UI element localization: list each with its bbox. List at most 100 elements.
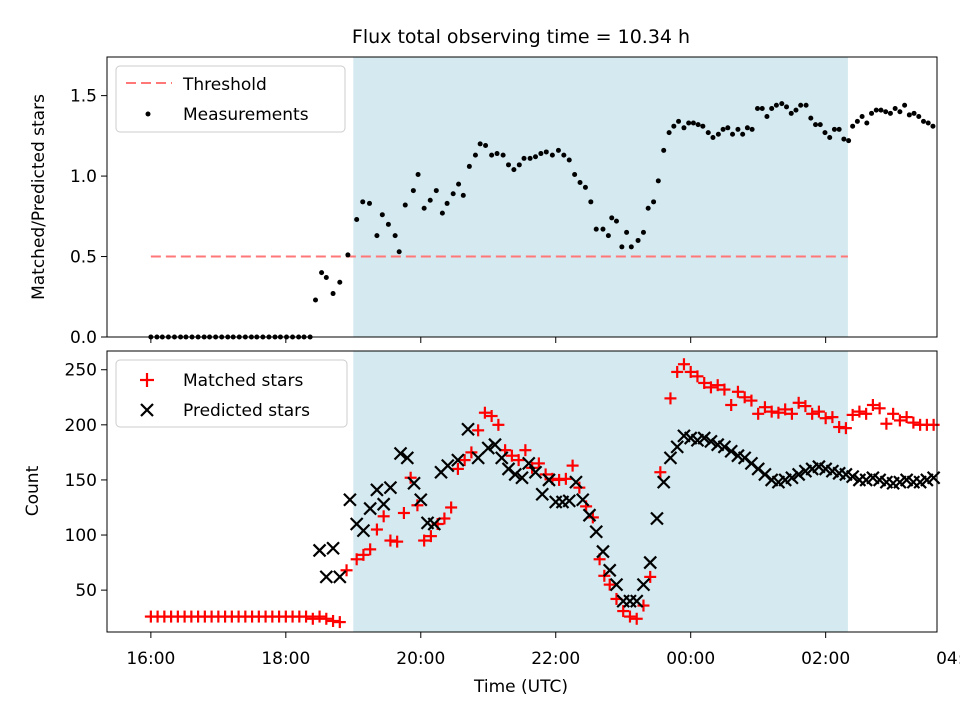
- measurement-point: [379, 212, 385, 218]
- measurement-point: [930, 123, 936, 129]
- matched-star-point: [566, 459, 579, 472]
- measurement-point: [651, 199, 657, 205]
- top-legend: Threshold Measurements: [115, 65, 346, 133]
- predicted-star-point: [333, 570, 347, 584]
- predicted-star-point: [717, 440, 732, 454]
- matched-star-point: [846, 408, 859, 421]
- x-tick-label: 18:00: [261, 649, 310, 669]
- matched-star-point: [327, 614, 340, 627]
- measurement-point: [655, 178, 661, 184]
- y-tick-label: 0.5: [70, 248, 97, 268]
- predicted-star-point: [414, 492, 428, 507]
- predicted-star-point: [697, 431, 711, 445]
- matched-star-point: [839, 422, 852, 435]
- matched-star-point: [765, 405, 778, 418]
- predicted-star-point: [407, 476, 421, 491]
- matched-star-point: [465, 446, 478, 459]
- matched-star-point: [445, 501, 458, 514]
- matched-stars-points: [144, 358, 940, 629]
- measurement-point: [543, 149, 549, 155]
- measurement-point: [725, 125, 731, 131]
- matched-star-point: [664, 392, 677, 405]
- measurement-point: [460, 192, 466, 198]
- measurement-point: [846, 138, 852, 144]
- measurement-point: [506, 162, 512, 168]
- predicted-star-point: [636, 577, 651, 592]
- predicted-star-point: [596, 544, 610, 559]
- measurement-point: [313, 297, 319, 303]
- matched-star-point: [340, 564, 353, 577]
- measurement-point: [710, 134, 716, 140]
- top-shaded-span: [353, 57, 848, 337]
- matched-star-point: [553, 473, 566, 486]
- matched-star-point: [752, 407, 765, 420]
- y-tick-label: 100: [65, 526, 97, 546]
- predicted-star-point: [494, 451, 509, 465]
- matched-star-point: [654, 466, 667, 479]
- predicted-star-point: [451, 453, 465, 467]
- matched-star-point: [907, 416, 920, 429]
- measurement-point: [494, 151, 500, 157]
- matched-star-point: [691, 370, 704, 383]
- matched-star-point: [603, 578, 616, 591]
- measurement-point: [827, 134, 833, 140]
- predicted-star-point: [656, 475, 671, 489]
- predicted-star-point: [427, 517, 442, 531]
- measurement-point: [869, 110, 875, 116]
- measurement-point: [784, 104, 790, 110]
- matched-star-point: [559, 472, 572, 485]
- matched-star-point: [391, 535, 404, 548]
- measurement-point: [740, 131, 746, 137]
- measurement-point: [793, 107, 799, 113]
- matched-star-point: [300, 610, 313, 623]
- predicted-stars-points: [312, 422, 941, 608]
- measurement-point: [337, 279, 343, 285]
- predicted-star-point: [356, 523, 371, 538]
- bottom-axes-frame: [106, 350, 938, 633]
- predicted-star-point: [319, 570, 334, 584]
- measurement-point: [715, 131, 721, 137]
- measurement-point: [808, 115, 814, 121]
- matched-star-point: [725, 398, 738, 411]
- measurement-point: [640, 229, 646, 235]
- matched-star-point: [772, 406, 785, 419]
- measurement-point: [755, 105, 761, 111]
- measurement-point: [720, 126, 726, 132]
- top-panel: 0.0 0.5 1.0 1.5 Matched/Predicted stars Thr…: [29, 56, 938, 348]
- measurement-point: [385, 221, 391, 227]
- measurement-point: [323, 274, 329, 280]
- top-legend-box: [115, 65, 346, 133]
- legend-matched-swatch: [140, 373, 154, 387]
- predicted-star-point: [663, 451, 678, 465]
- matched-star-point: [900, 411, 913, 424]
- top-y-ticks: 0.0 0.5 1.0 1.5: [70, 87, 107, 348]
- bottom-y-ticks: 50 100 150 200 250: [65, 361, 107, 601]
- measurement-point: [925, 120, 931, 126]
- matched-star-point: [478, 406, 491, 419]
- measurement-point: [883, 109, 889, 115]
- predicted-star-point: [589, 524, 604, 539]
- y-tick-label: 1.5: [70, 87, 97, 107]
- measurement-point: [532, 154, 538, 160]
- matched-star-point: [792, 396, 805, 409]
- matched-star-point: [637, 599, 650, 612]
- matched-star-point: [313, 610, 326, 623]
- measurement-point: [841, 136, 847, 142]
- measurement-point: [690, 120, 696, 126]
- matched-star-point: [630, 612, 643, 625]
- predicted-star-point: [515, 470, 529, 485]
- x-axis-label: Time (UTC): [473, 677, 568, 697]
- matched-star-point: [893, 414, 906, 427]
- matched-star-point: [333, 616, 346, 629]
- measurement-point: [561, 152, 567, 158]
- matched-star-point: [404, 471, 417, 484]
- predicted-star-point: [383, 480, 398, 495]
- x-tick-label: 16:00: [126, 649, 175, 669]
- predicted-star-point: [343, 492, 357, 507]
- measurement-point: [906, 112, 912, 118]
- legend-measurement-swatch: [145, 111, 151, 117]
- predicted-star-point: [400, 451, 415, 465]
- y-tick-label: 200: [65, 416, 97, 436]
- measurement-point: [572, 171, 578, 177]
- matched-star-point: [573, 481, 586, 494]
